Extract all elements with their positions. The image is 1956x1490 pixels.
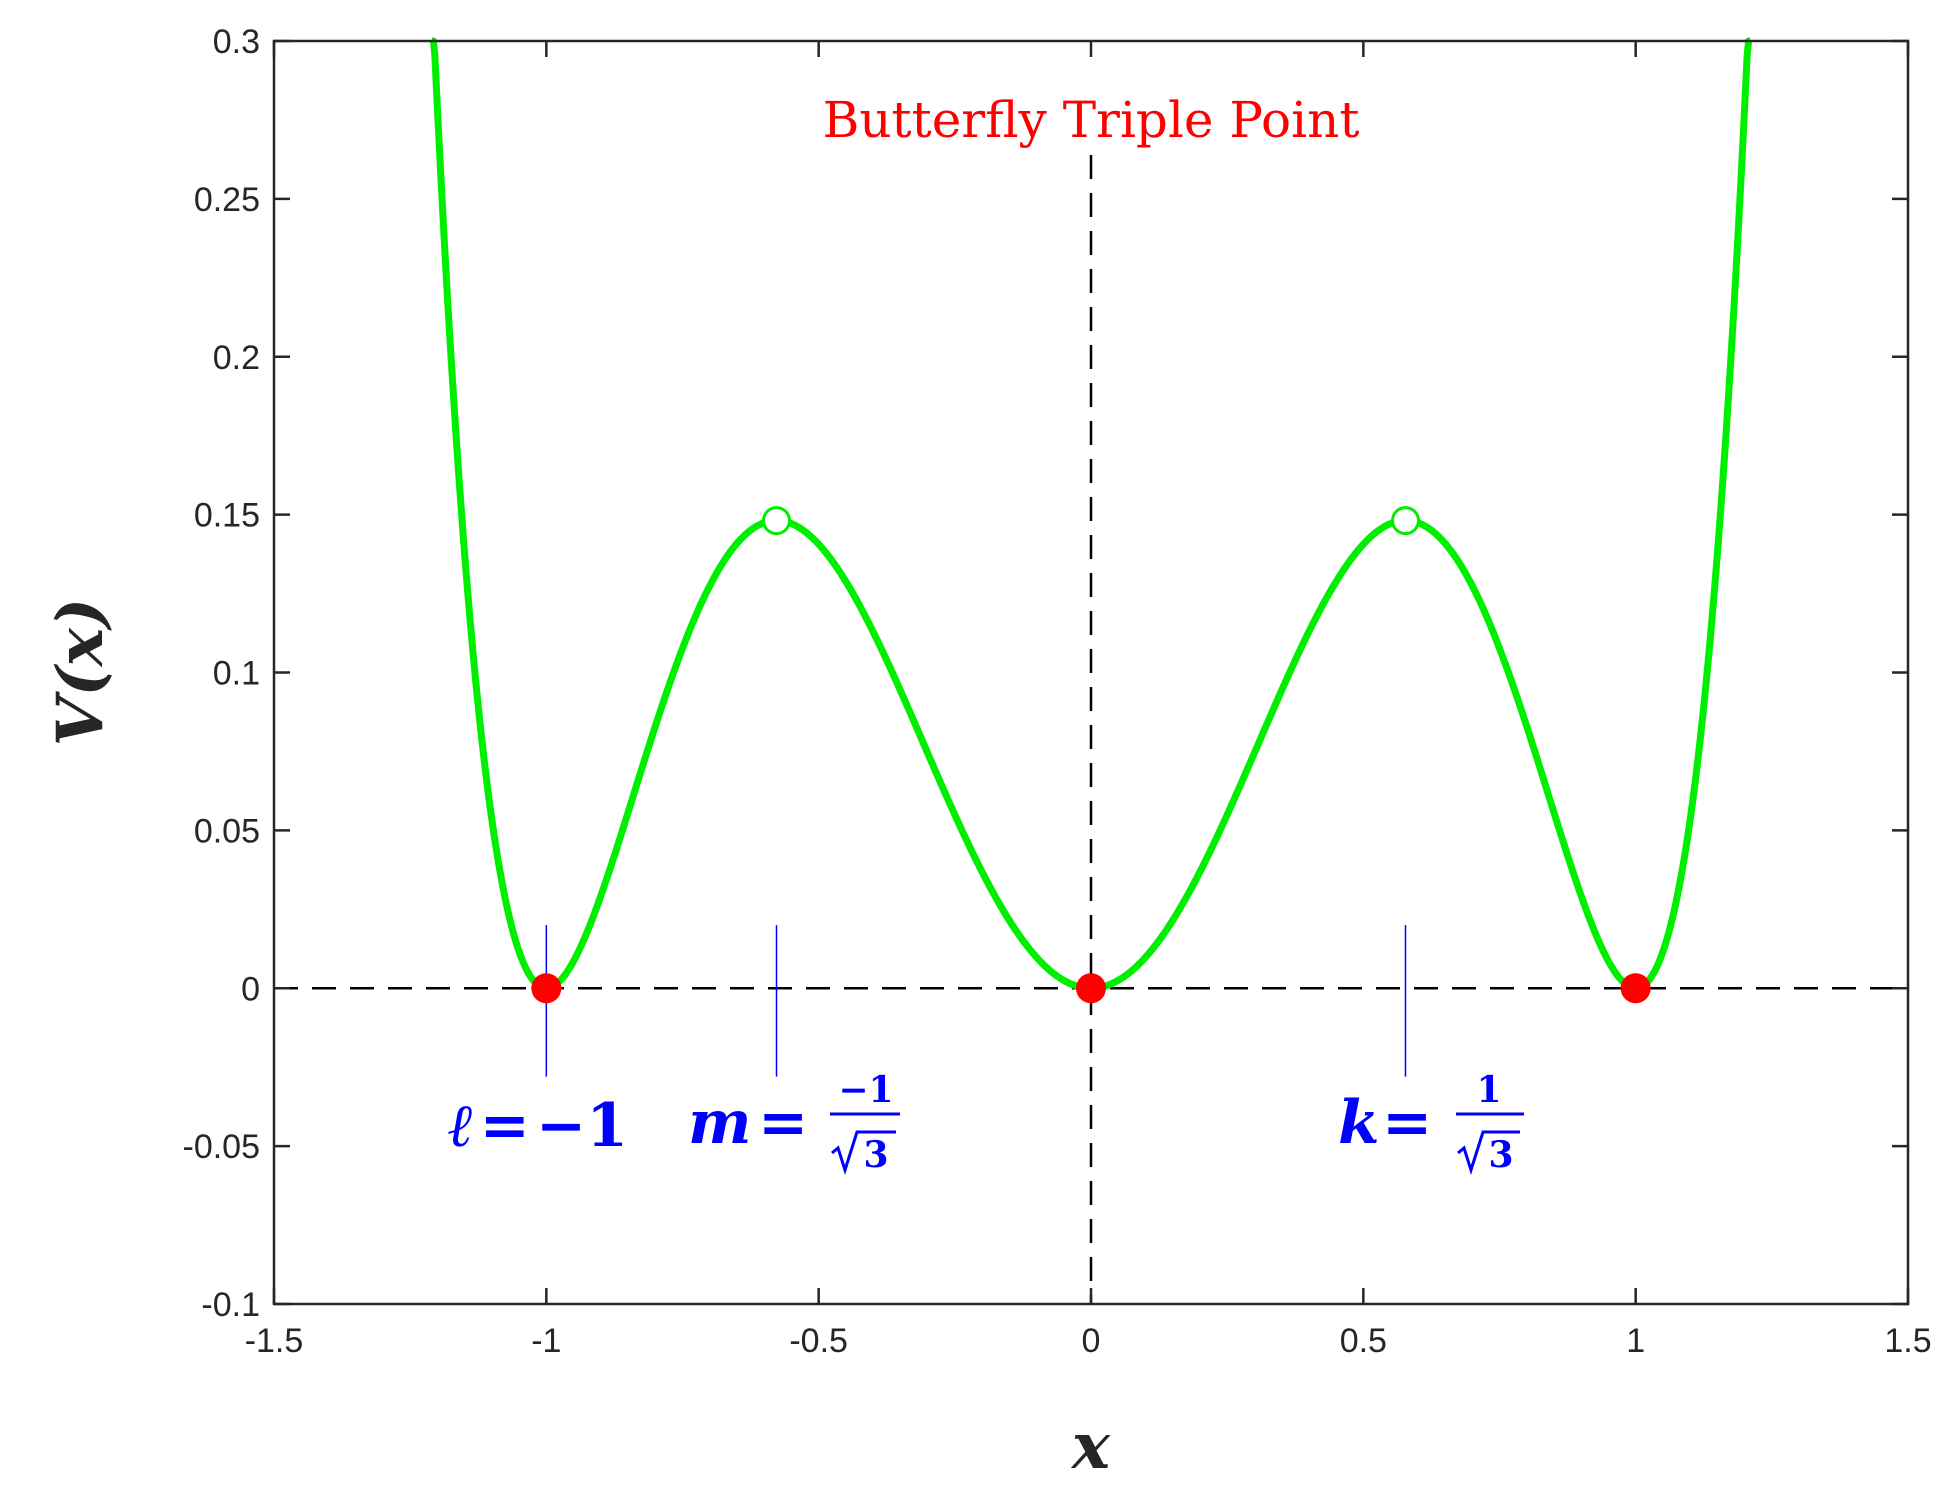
- y-tick-label-8: 0.3: [213, 23, 260, 61]
- minimum-point-1: [1076, 973, 1106, 1004]
- annotation-k-numerator: 1: [1476, 1069, 1501, 1111]
- annotation-m: m = −1 3: [688, 1069, 900, 1176]
- annotation-m-numerator: −1: [838, 1069, 893, 1111]
- x-tick-label-1: -1: [531, 1322, 561, 1360]
- x-axis-label: x: [1070, 1409, 1111, 1484]
- annotation-m-equals: =: [758, 1088, 808, 1158]
- y-tick-label-0: -0.1: [201, 1286, 260, 1324]
- y-tick-label-4: 0.1: [213, 655, 260, 693]
- svg-text:ℓ=−1: ℓ = −1: [448, 1091, 628, 1161]
- minimum-point-2: [1620, 973, 1651, 1004]
- x-tick-label-3: 0: [1082, 1322, 1101, 1360]
- x-tick-label-2: -0.5: [789, 1322, 848, 1360]
- annotation-k-equals: =: [1382, 1088, 1432, 1158]
- annotation-k-var: k: [1338, 1088, 1380, 1158]
- y-tick-label-2: 0: [241, 970, 260, 1008]
- x-tick-label-5: 1: [1626, 1322, 1645, 1360]
- annotation-k-sqrt-icon: [1457, 1130, 1520, 1175]
- annotation-m-sqrt-icon: [831, 1130, 896, 1175]
- minimum-point-0: [531, 973, 562, 1004]
- annotation-l-rhs: −1: [536, 1091, 628, 1161]
- annotation-l: ℓ = −1: [448, 1091, 628, 1161]
- chart-title: Butterfly Triple Point: [823, 91, 1360, 149]
- annotation-l-equals: =: [480, 1091, 530, 1161]
- y-tick-label-7: 0.25: [194, 181, 260, 219]
- y-tick-label-1: -0.05: [183, 1128, 261, 1166]
- ticks: -1.5 -1 -0.5 0 0.5 1 1.5 -0.1 -0.05 0 0.05 0.1 0.15 0…: [183, 23, 1932, 1360]
- y-tick-label-3: 0.05: [194, 812, 260, 850]
- maximum-point-1: [1390, 506, 1420, 536]
- annotation-l-var: ℓ: [448, 1091, 474, 1161]
- annotation-m-var: m: [688, 1088, 752, 1158]
- critical-points: [531, 506, 1651, 1004]
- y-tick-label-5: 0.15: [194, 497, 260, 535]
- x-tick-label-4: 0.5: [1340, 1322, 1387, 1360]
- x-tick-label-0: -1.5: [245, 1322, 304, 1360]
- y-tick-label-6: 0.2: [213, 339, 260, 377]
- maximum-point-0: [762, 506, 792, 536]
- x-tick-label-6: 1.5: [1884, 1322, 1931, 1360]
- annotation-k-denominator: 3: [1488, 1134, 1513, 1176]
- annotation-k: k = 1 3: [1338, 1069, 1524, 1176]
- annotation-m-denominator: 3: [863, 1134, 888, 1176]
- y-axis-label: V(x): [43, 598, 118, 746]
